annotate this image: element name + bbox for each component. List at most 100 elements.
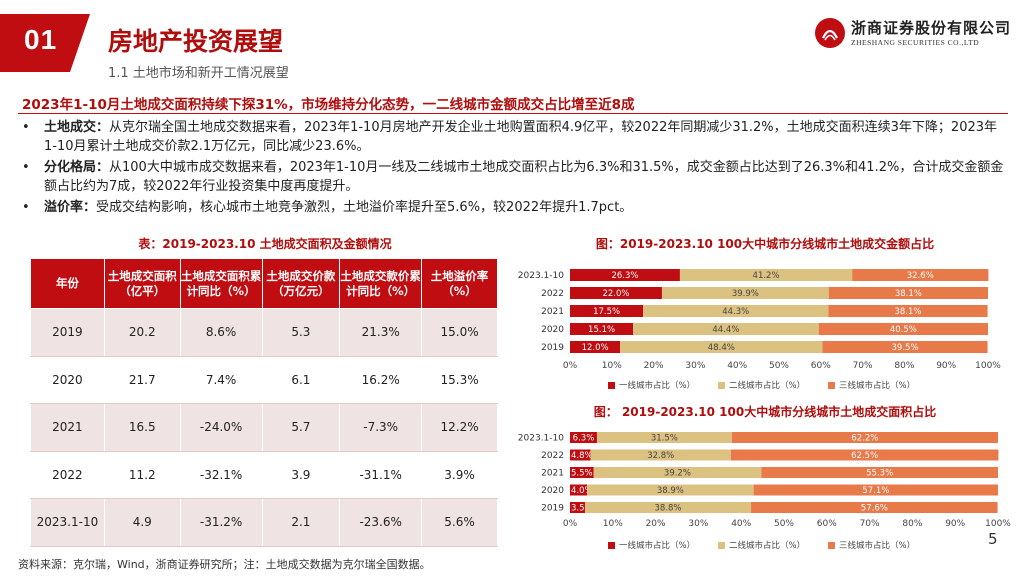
x-tick-label: 30%: [685, 361, 705, 371]
bar-segment: [570, 432, 597, 443]
data-label: 44.4%: [712, 325, 739, 335]
bar-segment: [751, 502, 998, 513]
table-cell: 12.2%: [421, 403, 498, 452]
table-cell: 5.3: [261, 308, 341, 357]
headline: 2023年1-10月土地成交面积持续下探31%，市场维持分化态势，一二线城市金额…: [22, 97, 635, 113]
data-label: 32.6%: [907, 271, 934, 281]
x-tick-label: 90%: [945, 519, 965, 529]
category-label: 2023.1-10: [518, 434, 564, 444]
data-label: 38.1%: [895, 289, 922, 299]
bar-segment: [633, 323, 819, 335]
bullet-marker: •: [22, 160, 30, 175]
x-tick-label: 100%: [985, 519, 1011, 529]
x-tick-label: 40%: [731, 519, 751, 529]
legend-swatch: [718, 382, 725, 389]
table-header-cell: 土地成交面积累 计同比（%）: [179, 258, 263, 309]
headline-divider: [18, 113, 1008, 114]
source-note: 资料来源：克尔瑞，Wind，浙商证券研究所；注：土地成交数据为克尔瑞全国数据。: [18, 558, 431, 571]
data-label: 57.1%: [862, 486, 889, 496]
data-label: 38.8%: [655, 504, 682, 514]
legend-entry: 三线城市占比（%）: [839, 380, 915, 391]
data-label: 41.2%: [753, 271, 780, 281]
legend-entry: 一线城市占比（%）: [619, 540, 695, 551]
x-tick-label: 30%: [688, 519, 708, 529]
data-label: 40.5%: [890, 325, 917, 335]
bar-segment: [570, 269, 680, 281]
data-label: 4.8%: [571, 451, 593, 461]
table-header-cell: 土地溢价率 （%）: [421, 258, 498, 309]
table-cell: 16.5: [103, 403, 181, 452]
table-cell: 3.9%: [421, 450, 498, 499]
bullet-label: 分化格局：: [44, 160, 110, 175]
bar-segment: [822, 341, 988, 353]
bar-segment: [620, 341, 823, 353]
data-label: 32.8%: [647, 451, 674, 461]
data-label: 57.6%: [861, 504, 888, 514]
category-label: 2021: [541, 469, 564, 479]
data-label: 39.5%: [892, 343, 919, 353]
x-tick-label: 50%: [774, 519, 794, 529]
table-cell: -23.6%: [339, 498, 423, 547]
data-label: 15.1%: [588, 325, 615, 335]
data-label: 62.2%: [851, 434, 878, 444]
table-title: 表：2019-2023.10 土地成交面积及金额情况: [138, 237, 392, 251]
bar-segment: [852, 269, 989, 281]
x-tick-label: 20%: [644, 361, 664, 371]
category-label: 2020: [541, 486, 564, 496]
bar-segment: [643, 305, 829, 317]
company-logo: 浙商证券股份有限公司 ZHESHANG SECURITIES CO.,LTD: [815, 16, 1015, 50]
bar-segment: [593, 467, 762, 478]
table-cell: 11.2: [103, 450, 181, 499]
section-badge-shape: [0, 14, 90, 72]
table-row: 2021 16.5 -24.0% 5.7 -7.3% 12.2%: [30, 403, 498, 452]
category-label: 2021: [541, 307, 564, 317]
section-badge: 01: [0, 14, 90, 72]
bar-segment: [828, 287, 988, 299]
x-tick-label: 50%: [769, 361, 789, 371]
x-tick-label: 70%: [860, 519, 880, 529]
x-tick-label: 80%: [894, 361, 914, 371]
bar-segment: [570, 305, 644, 317]
bar-segment: [587, 484, 754, 496]
logo-text-cn: 浙商证券股份有限公司: [851, 19, 1012, 37]
table-cell: 7.4%: [179, 355, 263, 404]
table-cell: 2022: [30, 450, 105, 499]
bullet-label: 土地成交：: [44, 120, 110, 135]
chart-amount-share: 2023.1-10 26.3% 41.2% 32.6% 2022 22.0% 39.9% 38…: [518, 269, 1001, 391]
table-header-cell: 土地成交面积 （亿平）: [103, 258, 181, 309]
table-cell: 6.1: [261, 355, 341, 404]
bar-segment: [761, 467, 998, 478]
x-tick-label: 10%: [602, 361, 622, 371]
x-tick-label: 60%: [817, 519, 837, 529]
data-label: 22.0%: [602, 289, 629, 299]
x-tick-label: 0%: [563, 361, 578, 371]
logo-text-en: ZHESHANG SECURITIES CO.,LTD: [851, 38, 980, 47]
bar-segment: [818, 323, 988, 335]
category-label: 2022: [541, 289, 564, 299]
table-cell: -24.0%: [179, 403, 263, 452]
data-label: 48.4%: [708, 343, 735, 353]
bullet-divergence: • 分化格局：从100大中城市成交数据来看，2023年1-10月一线及二线城市土…: [18, 158, 1008, 196]
bar-segment: [570, 341, 621, 353]
table-row: 2023.1-10 4.9 -31.2% 2.1 -23.6% 5.6%: [30, 498, 498, 547]
table-cell: 21.7: [103, 355, 181, 404]
bullet-label: 溢价率：: [44, 200, 97, 215]
chart-area-share: 2023.1-10 6.3% 31.5% 62.2% 2022 4.8% 32.8% 62.5…: [518, 432, 1011, 551]
x-tick-label: 70%: [853, 361, 873, 371]
table-cell: 20.2: [103, 308, 181, 357]
table-cell: 2.1: [261, 498, 341, 547]
x-tick-label: 100%: [975, 361, 1001, 371]
data-label: 38.9%: [657, 486, 684, 496]
table-cell: 5.7: [261, 403, 341, 452]
bullet-marker: •: [22, 120, 30, 135]
bar-segment: [596, 432, 732, 443]
bar-segment: [570, 449, 591, 461]
bar-segment: [584, 502, 752, 513]
category-label: 2020: [541, 325, 564, 335]
x-tick-label: 80%: [902, 519, 922, 529]
x-tick-label: 40%: [727, 361, 747, 371]
data-label: 44.3%: [722, 307, 749, 317]
table-header-row: 年份 土地成交面积 （亿平） 土地成交面积累 计同比（%） 土地成交价款 （万亿元） …: [30, 258, 498, 309]
logo-mark-icon: [815, 18, 845, 48]
table-cell: 2019: [30, 308, 105, 357]
